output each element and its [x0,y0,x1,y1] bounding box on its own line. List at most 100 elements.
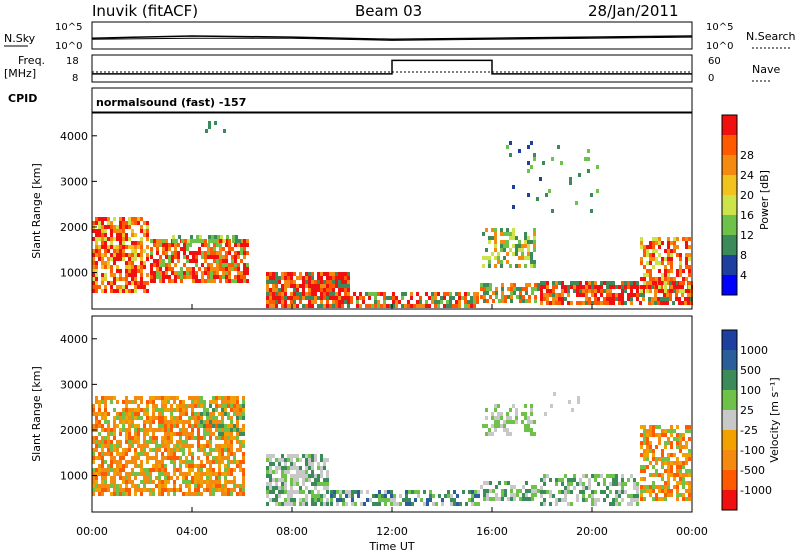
range-gate-cell [168,259,171,263]
range-gate-cell [311,284,314,288]
range-gate-cell [203,436,206,440]
range-gate-cell [287,276,290,280]
range-gate-cell [168,279,171,283]
range-gate-cell [134,492,137,496]
range-gate-cell [571,408,574,412]
range-gate-cell [323,466,326,470]
range-gate-cell [128,440,131,444]
range-gate-cell [131,412,134,416]
range-gate-cell [119,464,122,468]
range-gate-cell [146,476,149,480]
colorbar-tick-label: 25 [740,404,754,417]
range-gate-cell [275,458,278,462]
range-gate-cell [224,488,227,492]
range-gate-cell [341,284,344,288]
range-gate-cell [654,293,657,297]
range-gate-cell [428,304,431,308]
range-gate-cell [555,285,558,289]
range-gate-cell [210,251,213,255]
range-gate-cell [165,275,168,279]
range-gate-cell [104,249,107,253]
range-gate-cell [179,400,182,404]
range-gate-cell [272,296,275,300]
range-gate-cell [488,236,491,240]
range-gate-cell [678,301,681,305]
range-gate-cell [269,482,272,486]
range-gate-cell [224,424,227,428]
range-gate-cell [140,408,143,412]
range-gate-cell [618,293,621,297]
range-gate-cell [486,283,489,287]
range-gate-cell [128,436,131,440]
range-gate-cell [125,440,128,444]
range-gate-cell [308,474,311,478]
range-gate-cell [308,454,311,458]
range-gate-cell [170,456,173,460]
range-gate-cell [667,477,670,481]
range-gate-cell [456,502,459,506]
range-gate-cell [104,436,107,440]
range-gate-cell [155,456,158,460]
range-gate-cell [191,492,194,496]
range-gate-cell [655,493,658,497]
range-gate-cell [661,477,664,481]
range-gate-cell [558,498,561,502]
range-gate-cell [471,502,474,506]
freq-tick-top: 18 [66,56,79,67]
range-gate-cell [453,498,456,502]
range-gate-cell [491,432,494,436]
range-gate-cell [131,424,134,428]
range-gate-cell [104,420,107,424]
range-gate-cell [384,498,387,502]
range-gate-cell [504,295,507,299]
range-gate-cell [676,285,679,289]
range-gate-cell [558,301,561,305]
range-gate-cell [627,478,630,482]
range-gate-cell [104,440,107,444]
range-gate-cell [122,225,125,229]
range-gate-cell [341,272,344,276]
range-gate-cell [685,469,688,473]
range-gate-cell [500,260,503,264]
range-gate-cell [272,292,275,296]
colorbar-segment [722,490,737,510]
range-gate-cell [275,502,278,506]
range-gate-cell [243,251,246,255]
range-gate-cell [426,498,429,502]
range-gate-cell [299,498,302,502]
range-gate-cell [570,502,573,506]
range-gate-cell [302,502,305,506]
range-gate-cell [332,284,335,288]
range-gate-cell [374,300,377,304]
range-gate-cell [167,444,170,448]
range-gate-cell [233,476,236,480]
range-gate-cell [546,490,549,494]
range-gate-cell [661,273,664,277]
range-gate-cell [678,285,681,289]
range-gate-cell [422,304,425,308]
range-gate-cell [649,489,652,493]
range-gate-cell [646,485,649,489]
range-gate-cell [670,473,673,477]
range-gate-cell [233,436,236,440]
range-gate-cell [444,494,447,498]
range-gate-cell [516,287,519,291]
range-gate-cell [649,485,652,489]
colorbar-tick-label: 8 [740,249,747,262]
range-gate-cell [588,482,591,486]
range-gate-cell [206,480,209,484]
colorbar-segment [722,330,737,350]
range-gate-cell [131,444,134,448]
range-gate-cell [534,489,537,493]
range-gate-cell [227,396,230,400]
range-gate-cell [534,485,537,489]
range-gate-cell [98,484,101,488]
range-gate-cell [652,237,655,241]
range-gate-cell [200,420,203,424]
range-gate-cell [311,462,314,466]
range-gate-cell [194,492,197,496]
range-gate-cell [664,469,667,473]
range-gate-cell [107,412,110,416]
range-gate-cell [113,436,116,440]
y-tick-label: 2000 [60,221,88,234]
